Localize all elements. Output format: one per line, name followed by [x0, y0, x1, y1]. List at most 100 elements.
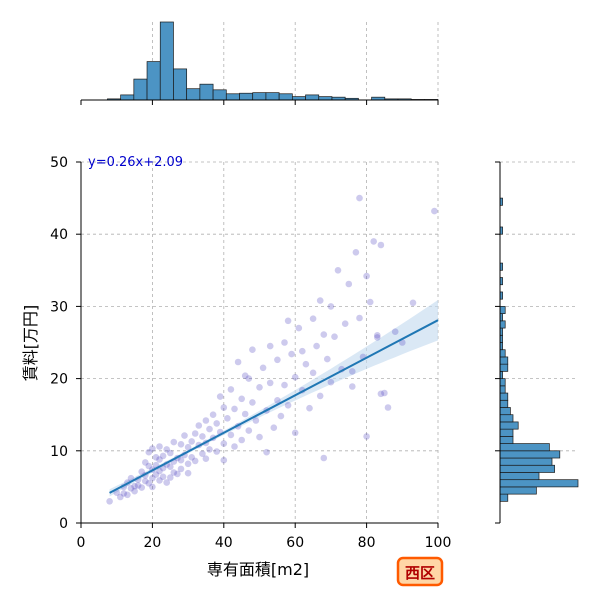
scatter-point — [249, 399, 256, 406]
scatter-point — [377, 241, 385, 249]
scatter-point — [199, 433, 206, 440]
top-hist-bar — [159, 21, 174, 101]
right-hist-bar — [499, 363, 509, 372]
scatter-point — [288, 350, 295, 358]
scatter-point — [320, 454, 328, 462]
scatter-point — [356, 194, 363, 202]
scatter-point — [159, 452, 167, 460]
district-badge: 西区 — [396, 556, 444, 587]
scatter-point — [106, 498, 113, 505]
scatter-point — [349, 368, 356, 375]
top-hist-bar — [120, 94, 135, 101]
scatter-point — [370, 238, 378, 245]
scatter-point — [220, 440, 228, 447]
scatter-point — [149, 483, 156, 491]
scatter-point — [138, 484, 145, 491]
scatter-point — [266, 379, 274, 387]
scatter-point — [309, 315, 317, 323]
right-hist-bar — [499, 414, 514, 423]
scatter-point — [170, 438, 178, 446]
scatter-point — [327, 378, 335, 386]
confidence-band — [109, 300, 438, 497]
scatter-point — [284, 317, 292, 325]
right-hist-bar — [499, 421, 519, 430]
scatter-point — [291, 429, 299, 437]
scatter-point — [384, 404, 392, 411]
scatter-point — [206, 446, 213, 453]
right-hist-bar — [499, 349, 506, 358]
scatter-point — [256, 384, 263, 391]
scatter-point — [227, 431, 235, 439]
regression-equation-label: y=0.26x+2.09 — [88, 155, 183, 170]
scatter-point — [191, 457, 199, 465]
scatter-point — [374, 334, 381, 341]
scatter-point — [356, 314, 363, 322]
district-badge-label: 西区 — [405, 564, 435, 582]
scatter-point — [145, 480, 153, 487]
top-hist-bar — [146, 61, 161, 101]
scatter-point — [199, 450, 206, 458]
scatter-point — [213, 448, 220, 455]
scatter-point — [202, 417, 210, 424]
top-hist-bar — [199, 83, 214, 101]
top-histogram — [80, 21, 439, 105]
scatter-point — [349, 383, 356, 390]
y-tick-label: 20 — [50, 372, 68, 388]
scatter-point — [117, 493, 124, 501]
scatter-point — [245, 427, 253, 434]
right-histogram — [495, 161, 579, 524]
scatter-point — [316, 392, 324, 400]
y-axis-label: 賃料[万円] — [21, 305, 40, 382]
scatter-point — [184, 469, 192, 477]
right-hist-bar — [499, 443, 550, 452]
scatter-point — [363, 272, 370, 280]
top-hist-bar — [265, 92, 280, 101]
scatter-point — [202, 455, 210, 463]
scatter-point — [313, 342, 320, 350]
scatter-point — [163, 446, 170, 453]
top-hist-bar — [212, 89, 227, 101]
scatter-point — [170, 469, 178, 476]
scatter-point — [245, 375, 253, 382]
scatter-point — [131, 482, 138, 490]
scatter-point — [156, 443, 163, 450]
right-hist-bar — [499, 464, 555, 473]
scatter-point — [320, 331, 328, 338]
scatter-point — [120, 490, 128, 497]
scatter-point — [266, 342, 274, 350]
scatter-point — [295, 324, 303, 332]
scatter-point — [227, 386, 235, 393]
scatter-point — [167, 474, 174, 481]
scatter-point — [327, 303, 335, 310]
x-tick-label: 20 — [143, 535, 161, 551]
scatter-point — [241, 410, 249, 418]
scatter-point — [306, 404, 313, 412]
scatter-point — [249, 346, 256, 354]
scatter-point — [352, 249, 360, 256]
scatter-point — [195, 422, 203, 429]
right-hist-bar — [499, 378, 506, 387]
scatter-point — [224, 415, 231, 422]
right-hist-bar — [499, 320, 506, 329]
scatter-point — [391, 328, 399, 336]
top-hist-bar — [278, 93, 293, 101]
scatter-point — [184, 443, 192, 451]
scatter-point — [220, 456, 228, 464]
x-tick-label: 40 — [215, 535, 233, 551]
scatter-point — [331, 333, 338, 341]
x-tick-label: 100 — [425, 535, 452, 551]
right-hist-bar — [499, 356, 509, 365]
top-hist-bar — [239, 92, 254, 101]
top-hist-bar — [225, 93, 240, 101]
scatter-point — [156, 456, 163, 463]
scatter-point — [291, 373, 299, 381]
right-hist-bar — [499, 436, 514, 444]
scatter-point — [345, 280, 353, 288]
scatter-point — [188, 454, 195, 461]
scatter-point — [309, 369, 317, 377]
scatter-point — [238, 436, 245, 444]
scatter-point — [177, 456, 185, 464]
scatter-point — [377, 390, 385, 398]
